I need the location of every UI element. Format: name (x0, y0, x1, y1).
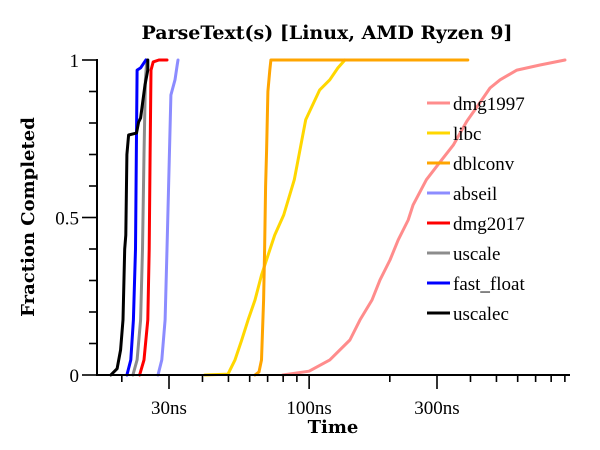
series-line-dmg1997 (281, 58, 567, 377)
y-axis-label: Fraction Completed (18, 117, 39, 317)
legend-item-dmg2017: dmg2017 (427, 214, 525, 235)
series-line-dblconv (253, 58, 470, 377)
legend-label: fast_float (453, 274, 525, 295)
x-tick-label: 300ns (414, 398, 459, 419)
legend-label: dblconv (453, 154, 515, 175)
legend-label: uscale (453, 244, 500, 265)
legend-label: uscalec (453, 304, 509, 325)
x-tick-label: 100ns (286, 398, 331, 419)
legend-item-uscalec: uscalec (427, 304, 509, 325)
ticks: 30ns 100ns 300ns 0 0.5 1 (55, 51, 566, 419)
x-tick-label: 30ns (151, 398, 187, 419)
legend-label: libc (453, 124, 482, 145)
y-tick-label: 0 (70, 366, 80, 387)
series-line-fast-float (125, 58, 148, 377)
legend-item-dblconv: dblconv (427, 154, 515, 175)
y-tick-label: 0.5 (55, 209, 79, 230)
legend-item-uscale: uscale (427, 244, 500, 265)
legend-label: abseil (453, 184, 497, 205)
series-line-abseil (156, 58, 180, 377)
legend-item-abseil: abseil (427, 184, 497, 205)
legend-label: dmg1997 (453, 94, 525, 115)
y-tick-label: 1 (70, 51, 80, 72)
chart-title: ParseText(s) [Linux, AMD Ryzen 9] (142, 22, 513, 44)
legend-item-libc: libc (427, 124, 482, 145)
series-line-dmg2017 (138, 58, 169, 377)
series-line-uscalec (109, 58, 150, 377)
legend-item-fast-float: fast_float (427, 274, 525, 295)
legend-item-dmg1997: dmg1997 (427, 94, 525, 115)
series-layer (109, 58, 567, 377)
legend: dmg1997 libc dblconv abseil dmg2017 uscale fas… (427, 94, 525, 325)
series-line-libc (203, 58, 347, 377)
x-axis-label: Time (308, 417, 359, 438)
legend-label: dmg2017 (453, 214, 525, 235)
